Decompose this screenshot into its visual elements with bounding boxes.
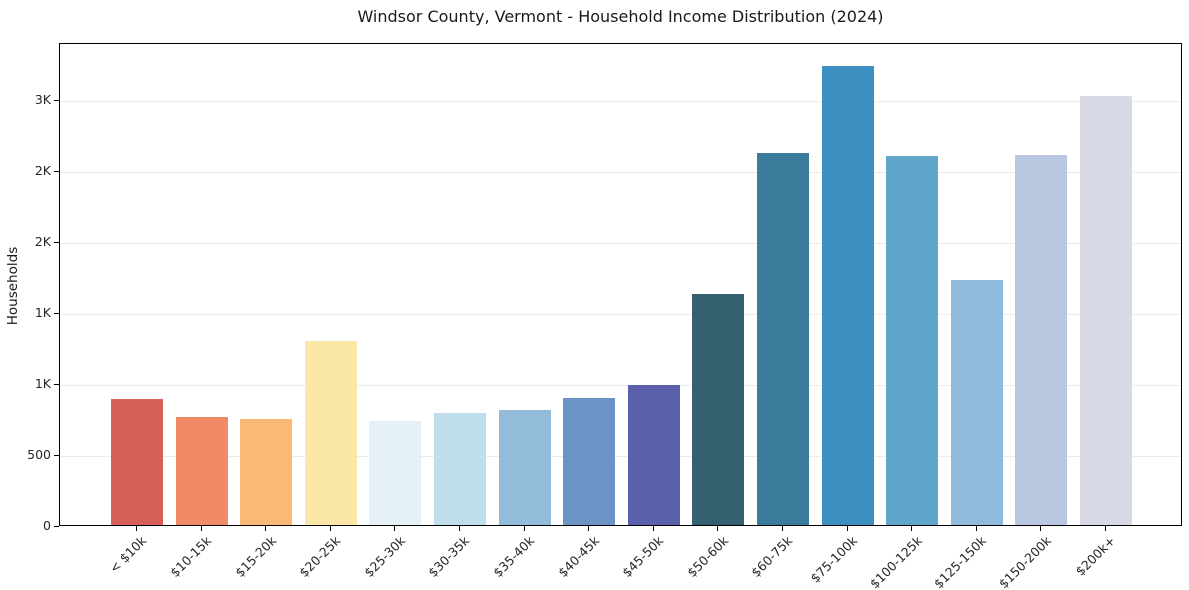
bar-$30-35k [434, 412, 486, 525]
y-tick-label: 2K [34, 162, 51, 178]
x-tick-mark [588, 526, 590, 531]
gridline [60, 242, 1181, 244]
x-tick-label: $15-20k [231, 533, 279, 581]
x-tick-mark [975, 526, 977, 531]
x-tick-label: $125-150k [931, 533, 990, 590]
x-tick-label: $20-25k [296, 533, 344, 581]
x-tick-mark [652, 526, 654, 531]
bar-$50-60k [692, 294, 745, 525]
y-tick-mark [54, 241, 59, 243]
gridline [60, 455, 1181, 457]
bar-$60-75k [757, 152, 809, 525]
y-tick-mark [54, 312, 59, 314]
y-tick-mark [54, 170, 59, 172]
x-tick-label: $150-200k [995, 533, 1054, 590]
gridline [60, 171, 1181, 173]
x-tick-label: < $10k [106, 533, 150, 576]
x-tick-label: $30-35k [425, 533, 473, 581]
x-tick-mark [265, 526, 267, 531]
x-tick-label: $25-30k [360, 533, 408, 581]
x-tick-mark [782, 526, 783, 531]
y-tick-label: 1K [34, 375, 51, 391]
bar-$40-45k [563, 397, 616, 525]
gridline [60, 100, 1181, 102]
y-tick-mark [54, 526, 59, 527]
gridline [60, 313, 1181, 315]
bar-$45-50k [627, 385, 680, 525]
bar-< $10k [111, 399, 163, 525]
x-tick-mark [846, 526, 848, 531]
bar-$75-100k [821, 66, 874, 525]
x-tick-mark [329, 526, 331, 531]
x-tick-label: $35-40k [490, 533, 538, 581]
x-tick-label: $50-60k [683, 533, 731, 581]
y-tick-label: 500 [27, 446, 51, 462]
x-tick-label: $40-45k [554, 533, 602, 581]
y-tick-mark [54, 99, 59, 101]
y-tick-label: 1K [34, 304, 51, 320]
x-tick-label: $200k+ [1072, 533, 1119, 579]
y-tick-label: 0 [43, 518, 51, 533]
chart-title: Windsor County, Vermont - Household Inco… [357, 7, 884, 26]
x-tick-mark [523, 526, 525, 531]
bar-$10-15k [175, 417, 228, 525]
x-tick-mark [911, 526, 913, 531]
x-tick-label: $60-75k [748, 533, 796, 581]
x-tick-mark [136, 526, 137, 531]
bar-$15-20k [240, 419, 293, 525]
x-tick-mark [394, 526, 396, 531]
bar-$125-150k [950, 279, 1003, 525]
x-tick-mark [1040, 526, 1042, 531]
bar-$150-200k [1015, 154, 1068, 525]
y-tick-mark [54, 454, 59, 456]
x-tick-label: $75-100k [807, 533, 861, 586]
gridline [60, 384, 1181, 386]
y-tick-mark [54, 383, 59, 385]
x-tick-label: $45-50k [619, 533, 667, 581]
y-tick-label: 2K [34, 233, 51, 249]
bar-$25-30k [369, 421, 422, 525]
x-tick-mark [1105, 526, 1106, 531]
plot-area [59, 43, 1182, 526]
bar-$35-40k [498, 409, 551, 525]
bar-$200k+ [1080, 95, 1132, 525]
x-tick-mark [200, 526, 202, 531]
x-tick-mark [717, 526, 719, 531]
x-tick-label: $100-125k [866, 533, 925, 590]
x-tick-label: $10-15k [167, 533, 215, 581]
y-tick-label: 3K [34, 91, 51, 107]
bar-$100-125k [886, 155, 939, 525]
x-tick-mark [459, 526, 460, 531]
bar-$20-25k [304, 341, 357, 525]
